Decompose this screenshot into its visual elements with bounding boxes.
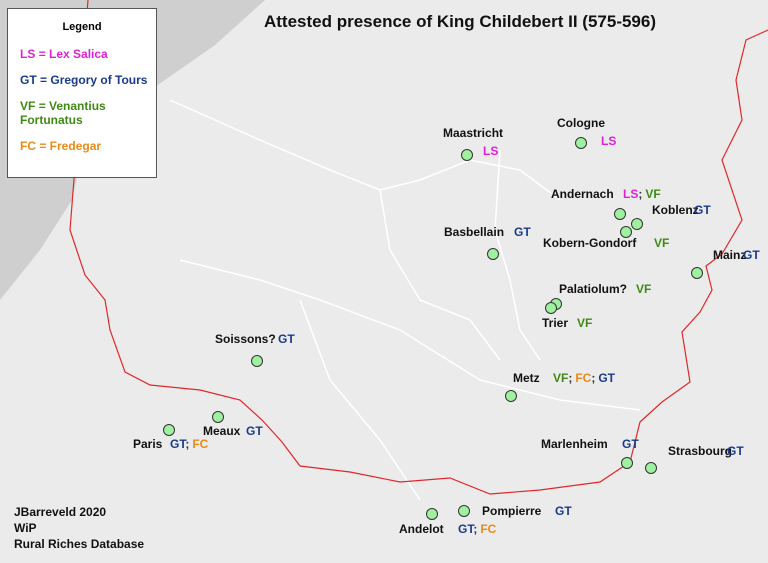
- borders: [169, 99, 641, 501]
- place-sources: GT: [278, 332, 295, 346]
- place-marker: [691, 267, 703, 279]
- source-code: GT: [743, 248, 760, 262]
- legend-text: = Venantius Fortunatus: [20, 99, 106, 127]
- place-name: Paris: [133, 437, 163, 451]
- source-code: VF: [577, 316, 592, 330]
- place-marker: [545, 302, 557, 314]
- legend-text: = Gregory of Tours: [40, 73, 148, 87]
- legend-text: = Lex Salica: [38, 47, 108, 61]
- credit: WiP: [14, 521, 37, 535]
- place-sources: VF: [577, 316, 592, 330]
- source-code: VF: [553, 371, 568, 385]
- place-name: Maastricht: [443, 126, 503, 140]
- source-code: VF: [636, 282, 651, 296]
- legend-text: = Fredegar: [39, 139, 102, 153]
- kingdom-border: [69, 0, 768, 495]
- source-code: GT: [458, 522, 475, 536]
- place-sources: LS: [483, 144, 498, 158]
- place-name: Basbellain: [444, 225, 504, 239]
- map-title: Attested presence of King Childebert II …: [264, 12, 656, 31]
- source-code: GT: [246, 424, 263, 438]
- separator: ;: [473, 522, 477, 536]
- place-sources: GT: [727, 444, 744, 458]
- place-marker: [505, 390, 517, 402]
- source-code: FC: [192, 437, 208, 451]
- place-sources: GT; FC: [170, 437, 209, 451]
- place-sources: GT: [694, 203, 711, 217]
- source-code: GT: [555, 504, 572, 518]
- legend: Legend LS = Lex Salica GT = Gregory of To…: [7, 8, 157, 178]
- source-code: VF: [654, 236, 669, 250]
- place-sources: LS: [601, 134, 616, 148]
- legend-entry: FC = Fredegar: [20, 139, 150, 153]
- source-code: FC: [480, 522, 496, 536]
- place-name: Metz: [513, 371, 540, 385]
- source-code: VF: [645, 187, 660, 201]
- legend-title: Legend: [62, 21, 102, 33]
- legend-text: GT: [20, 73, 37, 87]
- place-name: Palatiolum?: [559, 282, 627, 296]
- place-sources: GT: [622, 437, 639, 451]
- place-marker: [251, 355, 263, 367]
- legend-text: FC: [20, 139, 36, 153]
- place-marker: [575, 137, 587, 149]
- place-marker: [461, 149, 473, 161]
- place-name: Meaux: [203, 424, 241, 438]
- place-marker: [458, 505, 470, 517]
- source-code: LS: [601, 134, 616, 148]
- source-code: FC: [575, 371, 591, 385]
- source-code: GT: [278, 332, 295, 346]
- place-name: Cologne: [557, 116, 605, 130]
- place-marker: [620, 226, 632, 238]
- place-name: Andernach: [551, 187, 614, 201]
- place-name: Marlenheim: [541, 437, 608, 451]
- source-code: GT: [170, 437, 187, 451]
- source-code: GT: [694, 203, 711, 217]
- source-code: GT: [514, 225, 531, 239]
- place-marker: [621, 457, 633, 469]
- place-marker: [645, 462, 657, 474]
- place-sources: LS; VF: [623, 187, 661, 201]
- place-name: Strasbourg: [668, 444, 732, 458]
- legend-text: VF: [20, 99, 36, 113]
- place-name: Kobern-Gondorf: [543, 236, 637, 250]
- place-name: Trier: [542, 316, 568, 330]
- place-marker: [163, 424, 175, 436]
- place-marker: [426, 508, 438, 520]
- separator: ;: [638, 187, 642, 201]
- place-sources: GT: [743, 248, 760, 262]
- place-marker: [614, 208, 626, 220]
- place-name: Mainz: [713, 248, 746, 262]
- source-code: GT: [598, 371, 615, 385]
- place-sources: GT: [246, 424, 263, 438]
- place-marker: [212, 411, 224, 423]
- place-sources: GT; FC: [458, 522, 497, 536]
- place-sources: VF: [654, 236, 669, 250]
- credit: JBarreveld 2020: [14, 505, 106, 519]
- source-code: GT: [727, 444, 744, 458]
- place-marker: [487, 248, 499, 260]
- source-code: LS: [483, 144, 498, 158]
- place-name: Andelot: [399, 522, 444, 536]
- credit: Rural Riches Database: [14, 537, 144, 551]
- separator: ;: [591, 371, 595, 385]
- place-marker: [631, 218, 643, 230]
- legend-text: LS: [20, 47, 36, 61]
- legend-entry: VF = Venantius Fortunatus: [20, 99, 150, 127]
- place-sources: VF: [636, 282, 651, 296]
- legend-entry: GT = Gregory of Tours: [20, 73, 150, 87]
- place-name: Pompierre: [482, 504, 542, 518]
- source-code: LS: [623, 187, 638, 201]
- source-code: GT: [622, 437, 639, 451]
- place-sources: VF; FC; GT: [553, 371, 616, 385]
- separator: ;: [568, 371, 572, 385]
- legend-entry: LS = Lex Salica: [20, 47, 150, 61]
- place-sources: GT: [555, 504, 572, 518]
- place-sources: GT: [514, 225, 531, 239]
- place-name: Koblenz: [652, 203, 699, 217]
- separator: ;: [185, 437, 189, 451]
- place-name: Soissons?: [215, 332, 276, 346]
